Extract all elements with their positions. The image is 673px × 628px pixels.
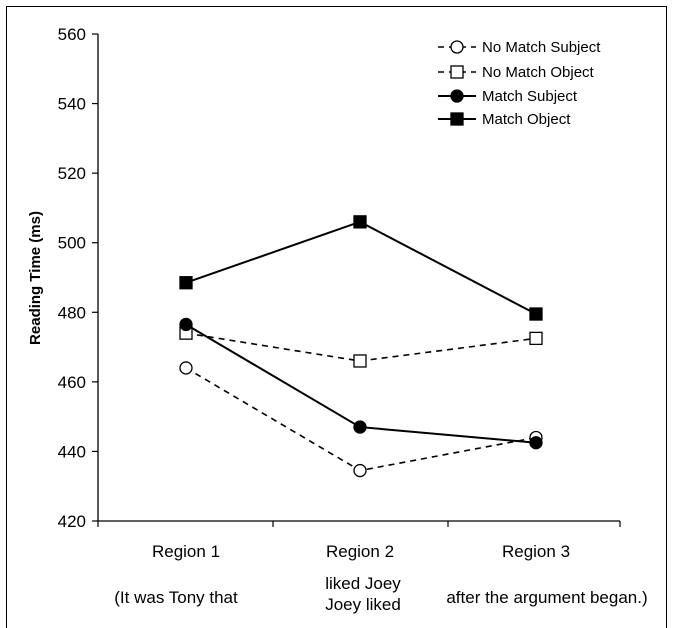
y-tick-label: 420 (58, 512, 86, 531)
series-match-object (179, 215, 543, 321)
legend: No Match Subject No Match Object Match Sub… (438, 39, 601, 128)
x-tick-label: Region 2 (326, 542, 394, 561)
data-point (179, 317, 193, 332)
data-point (179, 276, 193, 290)
data-point (179, 361, 193, 375)
data-point (353, 354, 367, 368)
legend-marker (450, 89, 464, 103)
y-tick-label: 560 (58, 25, 86, 44)
legend-label: No Match Object (482, 64, 595, 81)
data-point (529, 331, 543, 346)
y-tick-label: 480 (58, 303, 86, 322)
y-tick-label: 460 (58, 373, 86, 392)
series-line (185, 220, 537, 315)
legend-item: No Match Object (438, 64, 595, 81)
y-tick-label: 520 (58, 164, 86, 183)
y-axis-label: Reading Time (ms) (27, 211, 44, 345)
series-no-match-subject (179, 361, 543, 478)
data-point (353, 420, 367, 434)
series-layer (179, 215, 543, 478)
data-point (529, 436, 543, 450)
series-line (185, 367, 537, 472)
legend-label: Match Subject (482, 88, 578, 105)
series-match-subject (179, 317, 543, 450)
data-point (353, 215, 367, 229)
legend-label: Match Object (482, 111, 571, 128)
axes: 420 440 460 480 500 520 540 560 Region 1 Region 2… (58, 25, 648, 614)
x-tick-label: Region 1 (152, 542, 220, 561)
legend-item: Match Subject (438, 88, 578, 105)
data-point (529, 307, 543, 321)
y-tick-label: 540 (58, 95, 86, 114)
region-sublabel: Joey liked (325, 595, 401, 614)
region-sublabel: liked Joey (325, 574, 401, 593)
series-no-match-object (179, 326, 543, 368)
x-tick-label: Region 3 (502, 542, 570, 561)
region-sublabel: (It was Tony that (114, 588, 238, 607)
legend-item: Match Object (438, 111, 571, 128)
legend-marker (450, 40, 464, 54)
y-tick-label: 440 (58, 442, 86, 461)
y-tick-label: 500 (58, 234, 86, 253)
legend-label: No Match Subject (482, 39, 601, 56)
chart-frame (6, 6, 667, 628)
legend-marker (450, 65, 464, 79)
data-point (353, 463, 367, 478)
region-sublabel: after the argument began.) (446, 588, 647, 607)
legend-marker (450, 112, 464, 126)
legend-item: No Match Subject (438, 39, 601, 56)
